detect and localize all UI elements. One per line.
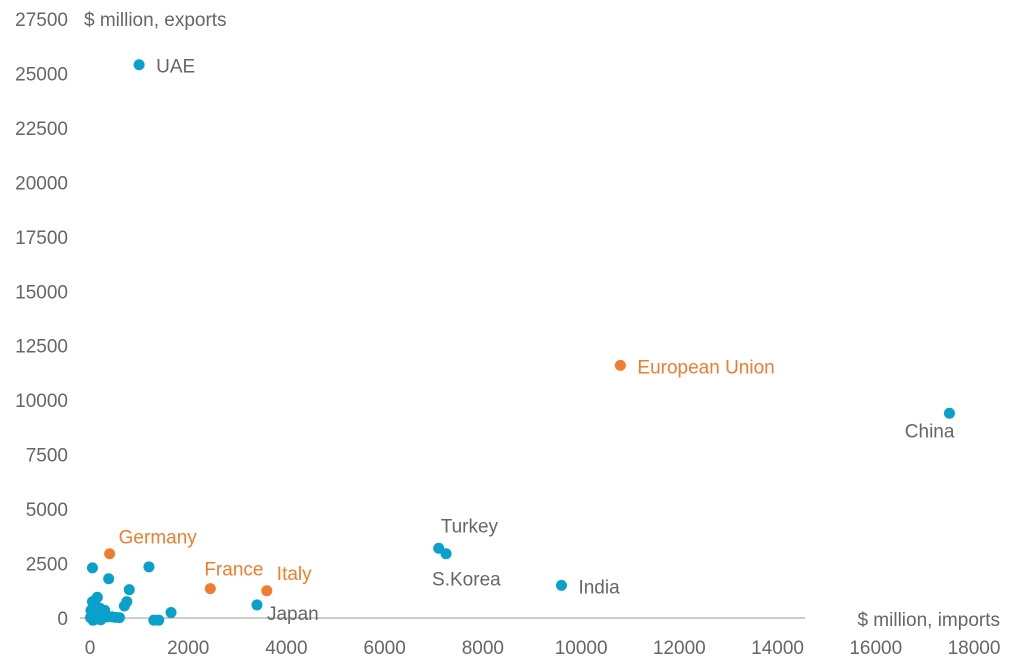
x-tick-label: 12000 xyxy=(653,638,706,659)
y-tick-label: 12500 xyxy=(15,337,68,358)
x-axis-ticks: 0 2000 4000 6000 8000 10000 12000 14000 16000 180… xyxy=(85,638,1001,659)
y-tick-label: 27500 xyxy=(15,10,68,31)
data-point xyxy=(86,562,98,574)
x-tick-label: 18000 xyxy=(948,638,1001,659)
y-tick-label: 22500 xyxy=(15,119,68,140)
label-germany: Germany xyxy=(119,528,198,549)
label-uae: UAE xyxy=(156,57,195,78)
x-tick-label: 16000 xyxy=(849,638,902,659)
label-france: France xyxy=(204,560,263,581)
point-italy xyxy=(261,585,273,597)
x-tick-label: 4000 xyxy=(265,638,307,659)
point-uae xyxy=(133,59,145,71)
x-tick-label: 14000 xyxy=(751,638,804,659)
y-tick-label: 15000 xyxy=(15,282,68,303)
x-tick-label: 8000 xyxy=(462,638,504,659)
label-india: India xyxy=(578,577,620,598)
point-china xyxy=(943,407,955,419)
data-point xyxy=(153,614,165,626)
point-labels: UAE China European Union India Turkey S.Korea… xyxy=(119,57,955,625)
data-points xyxy=(84,59,955,626)
label-italy: Italy xyxy=(277,564,312,585)
point-european-union xyxy=(614,359,626,371)
x-tick-label: 6000 xyxy=(364,638,406,659)
data-point xyxy=(113,612,125,624)
y-tick-label: 2500 xyxy=(26,555,68,576)
point-france xyxy=(204,583,216,595)
y-tick-label: 20000 xyxy=(15,173,68,194)
y-tick-label: 10000 xyxy=(15,391,68,412)
point-india xyxy=(555,579,567,591)
point-japan xyxy=(251,599,263,611)
y-tick-label: 7500 xyxy=(26,446,68,467)
point-germany xyxy=(104,548,116,560)
point-s-korea xyxy=(440,548,452,560)
y-axis-title: $ million, exports xyxy=(84,10,227,31)
label-turkey: Turkey xyxy=(441,516,499,537)
data-point xyxy=(95,614,107,626)
x-tick-label: 2000 xyxy=(167,638,209,659)
y-tick-label: 5000 xyxy=(26,500,68,521)
x-tick-label: 0 xyxy=(85,638,96,659)
label-s-korea: S.Korea xyxy=(432,570,501,591)
data-point xyxy=(103,573,115,585)
x-axis-title: $ million, imports xyxy=(857,610,1000,631)
label-european-union: European Union xyxy=(637,357,774,378)
label-japan: Japan xyxy=(267,604,319,625)
y-tick-label: 0 xyxy=(57,609,68,630)
data-point xyxy=(118,600,130,612)
data-point xyxy=(93,605,105,617)
label-china: China xyxy=(905,421,955,442)
data-point xyxy=(165,607,177,619)
data-point xyxy=(87,614,99,626)
y-tick-label: 25000 xyxy=(15,64,68,85)
y-axis-ticks: 0 2500 5000 7500 10000 12500 15000 17500 20000 22… xyxy=(15,10,68,630)
x-tick-label: 10000 xyxy=(555,638,608,659)
y-tick-label: 17500 xyxy=(15,228,68,249)
data-point xyxy=(143,561,155,573)
data-point xyxy=(123,584,135,596)
